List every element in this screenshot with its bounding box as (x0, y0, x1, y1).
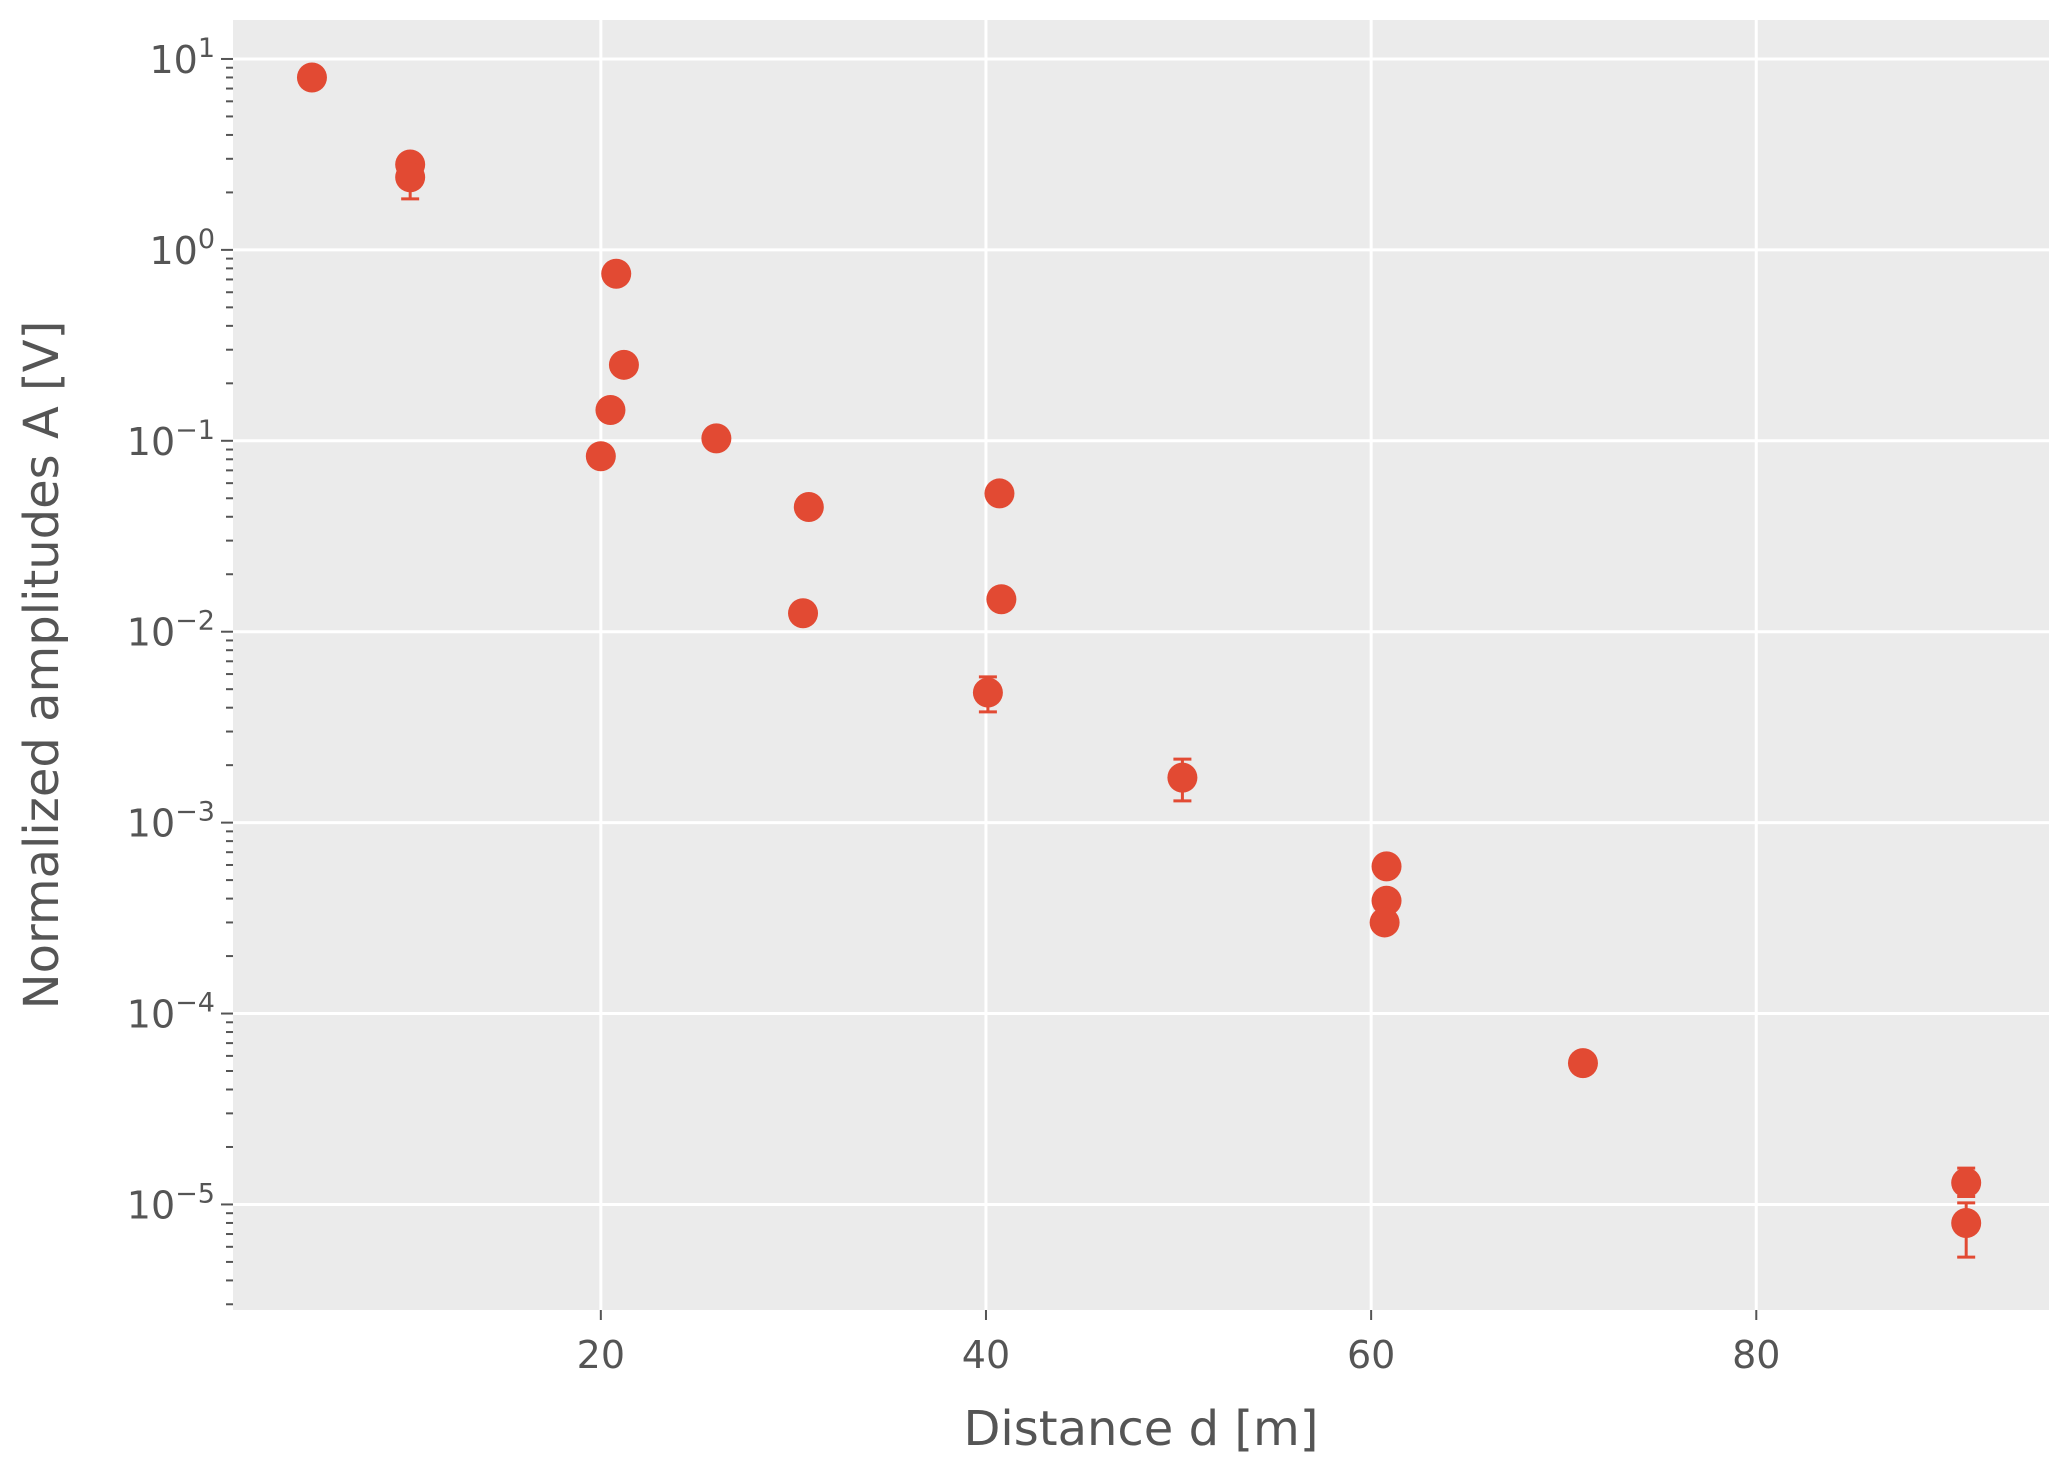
data-point (1369, 907, 1400, 938)
data-point (1167, 762, 1198, 793)
data-point (601, 258, 632, 289)
data-point (1567, 1048, 1598, 1079)
data-point (1371, 885, 1402, 916)
y-tick-label: 10−3 (127, 797, 215, 846)
grid-lines (233, 20, 2049, 1310)
data-point (986, 584, 1017, 615)
plot-area (233, 20, 2049, 1310)
x-axis: 20 40 60 80 (577, 1310, 1780, 1377)
y-axis-title: Normalized amplitudes A [V] (14, 321, 70, 1010)
data-point (585, 441, 616, 472)
y-tick-label: 10−4 (127, 988, 215, 1037)
x-tick-label: 20 (577, 1333, 625, 1377)
data-point (972, 677, 1003, 708)
data-point (296, 62, 327, 93)
data-point (701, 423, 732, 454)
data-point (595, 394, 626, 425)
y-tick-label: 10−1 (127, 415, 215, 464)
data-point (788, 598, 819, 629)
data-point (984, 478, 1015, 509)
y-tick-label: 10−2 (127, 606, 215, 655)
x-tick-label: 80 (1732, 1333, 1780, 1377)
data-point (793, 492, 824, 523)
data-point (1951, 1207, 1982, 1238)
data-point (1951, 1167, 1982, 1198)
y-tick-label: 10−5 (127, 1178, 215, 1227)
y-axis: 101 100 10−1 10−2 10−3 10−4 10−5 (127, 33, 233, 1306)
data-point (395, 162, 426, 193)
x-tick-label: 60 (1347, 1333, 1395, 1377)
x-axis-title: Distance d [m] (963, 1401, 1318, 1457)
y-tick-label: 101 (150, 33, 216, 82)
x-tick-label: 40 (962, 1333, 1010, 1377)
data-point (608, 349, 639, 380)
y-tick-label: 100 (150, 224, 216, 273)
data-points (296, 62, 1982, 1238)
data-point (1371, 851, 1402, 882)
